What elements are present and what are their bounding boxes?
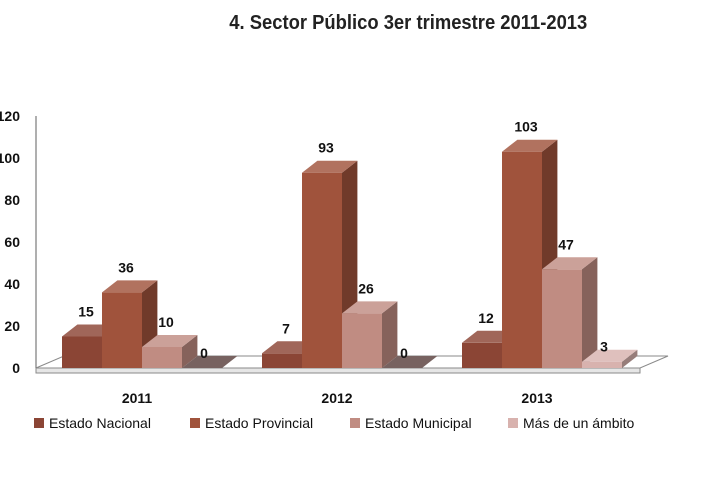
legend-swatch [350,418,360,428]
data-label: 0 [200,345,208,361]
bar-front [502,151,542,368]
legend-swatch [34,418,44,428]
bar [382,356,438,368]
y-tick-label: 80 [4,192,20,208]
data-label: 103 [514,119,538,135]
legend: Estado Nacional Estado Provincial Estado M… [34,415,714,435]
legend-item: Más de un ámbito [508,415,634,431]
data-label: 10 [158,314,174,330]
bar-top [102,280,158,293]
bar-front [102,292,142,368]
bar [542,257,598,368]
legend-swatch [190,418,200,428]
legend-label: Estado Provincial [205,415,314,431]
bar-front [142,347,182,368]
data-label: 15 [78,304,94,320]
bar-front [62,336,102,368]
legend-label: Estado Municipal [365,415,472,431]
bar-top [502,139,558,152]
bar-top [142,335,198,347]
bar [582,349,638,368]
y-tick-label: 60 [4,234,20,250]
bar-top [342,301,398,314]
bar-top [542,257,598,270]
legend-label: Más de un ámbito [523,415,635,431]
bar-front [342,313,382,368]
legend-swatch [508,418,518,428]
bar-top [382,356,438,368]
bar [342,301,398,368]
x-tick-label: 2013 [521,390,552,406]
bar-front [542,269,582,368]
bar-top [302,160,358,173]
bar-side [182,335,198,368]
bar-side [582,257,598,368]
y-tick-label: 40 [4,276,20,292]
x-tick-label: 2012 [321,390,352,406]
legend-label: Estado Nacional [49,415,151,431]
data-label: 7 [282,320,290,336]
bar [142,335,198,368]
bar [182,356,238,368]
chart-floor-edge [35,367,641,374]
data-label: 93 [318,140,334,156]
legend-item: Estado Provincial [190,415,313,431]
bar-front [302,172,342,368]
x-tick-label: 2011 [122,390,153,406]
y-tick-label: 100 [0,150,20,166]
bar-front [462,342,502,368]
data-label: 36 [118,259,134,275]
legend-item: Estado Nacional [34,415,151,431]
data-label: 26 [358,280,374,296]
y-tick-label: 0 [12,360,20,376]
data-label: 0 [400,345,408,361]
bar-side [622,349,638,368]
y-tick-label: 20 [4,318,20,334]
data-label: 12 [478,310,494,326]
bar-front [262,353,302,368]
chart-title: 4. Sector Público 3er trimestre 2011-201… [229,12,588,34]
y-tick-label: 120 [0,108,20,124]
bar-side [382,301,398,368]
data-label: 3 [600,339,608,355]
bar-top [182,356,238,368]
data-label: 47 [558,236,574,252]
bar-top [582,349,638,362]
legend-item: Estado Municipal [350,415,472,431]
bar-front [582,361,622,368]
